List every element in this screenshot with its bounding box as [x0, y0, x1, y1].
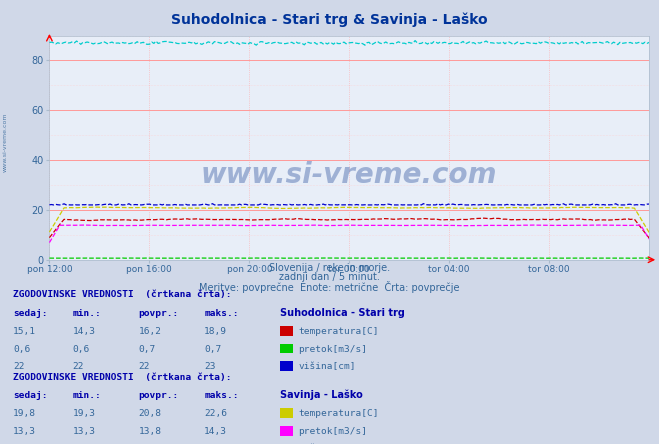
Text: Suhodolnica - Stari trg & Savinja - Laško: Suhodolnica - Stari trg & Savinja - Lašk… — [171, 12, 488, 27]
Text: 22,6: 22,6 — [204, 409, 227, 418]
Text: temperatura[C]: temperatura[C] — [299, 409, 379, 418]
Text: višina[cm]: višina[cm] — [299, 362, 356, 372]
Text: zadnji dan / 5 minut.: zadnji dan / 5 minut. — [279, 272, 380, 282]
Text: maks.:: maks.: — [204, 391, 239, 400]
Text: sedaj:: sedaj: — [13, 309, 47, 318]
Text: maks.:: maks.: — [204, 309, 239, 318]
Text: 19,8: 19,8 — [13, 409, 36, 418]
Text: pretok[m3/s]: pretok[m3/s] — [299, 345, 368, 354]
Text: 15,1: 15,1 — [13, 327, 36, 336]
Text: 13,3: 13,3 — [13, 427, 36, 436]
Text: 16,2: 16,2 — [138, 327, 161, 336]
Text: min.:: min.: — [72, 309, 101, 318]
Text: 13,8: 13,8 — [138, 427, 161, 436]
Text: 14,3: 14,3 — [72, 327, 96, 336]
Text: www.si-vreme.com: www.si-vreme.com — [3, 112, 8, 172]
Text: 13,3: 13,3 — [72, 427, 96, 436]
Text: 18,9: 18,9 — [204, 327, 227, 336]
Text: www.si-vreme.com: www.si-vreme.com — [201, 161, 498, 189]
Text: pretok[m3/s]: pretok[m3/s] — [299, 427, 368, 436]
Text: 22: 22 — [13, 362, 24, 372]
Text: 19,3: 19,3 — [72, 409, 96, 418]
Text: temperatura[C]: temperatura[C] — [299, 327, 379, 336]
Text: 0,7: 0,7 — [204, 345, 221, 354]
Text: sedaj:: sedaj: — [13, 391, 47, 400]
Text: 14,3: 14,3 — [204, 427, 227, 436]
Text: Suhodolnica - Stari trg: Suhodolnica - Stari trg — [280, 308, 405, 318]
Text: Slovenija / reke in morje.: Slovenija / reke in morje. — [269, 263, 390, 273]
Text: Meritve: povprečne  Enote: metrične  Črta: povprečje: Meritve: povprečne Enote: metrične Črta:… — [199, 281, 460, 293]
Text: povpr.:: povpr.: — [138, 391, 179, 400]
Text: ZGODOVINSKE VREDNOSTI  (črtkana črta):: ZGODOVINSKE VREDNOSTI (črtkana črta): — [13, 290, 232, 300]
Text: 22: 22 — [138, 362, 150, 372]
Text: 20,8: 20,8 — [138, 409, 161, 418]
Text: min.:: min.: — [72, 391, 101, 400]
Text: 23: 23 — [204, 362, 215, 372]
Text: 22: 22 — [72, 362, 84, 372]
Text: Savinja - Laško: Savinja - Laško — [280, 390, 363, 400]
Text: 0,7: 0,7 — [138, 345, 156, 354]
Text: ZGODOVINSKE VREDNOSTI  (črtkana črta):: ZGODOVINSKE VREDNOSTI (črtkana črta): — [13, 373, 232, 382]
Text: 0,6: 0,6 — [72, 345, 90, 354]
Text: povpr.:: povpr.: — [138, 309, 179, 318]
Text: 0,6: 0,6 — [13, 345, 30, 354]
